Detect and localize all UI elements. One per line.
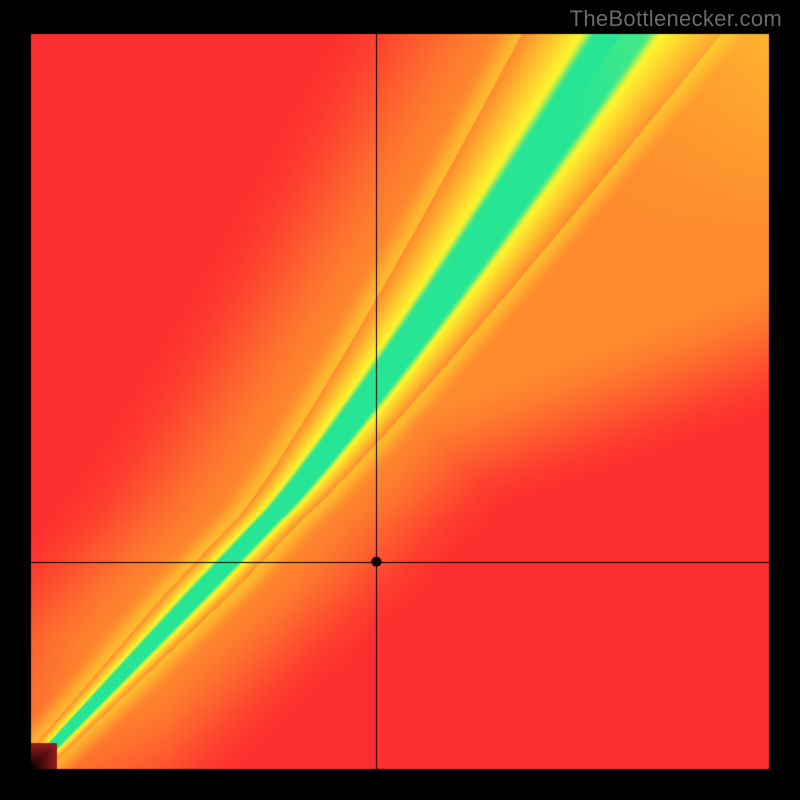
watermark-text: TheBottlenecker.com xyxy=(570,6,782,32)
heatmap-canvas xyxy=(0,0,800,800)
chart-container: TheBottlenecker.com xyxy=(0,0,800,800)
